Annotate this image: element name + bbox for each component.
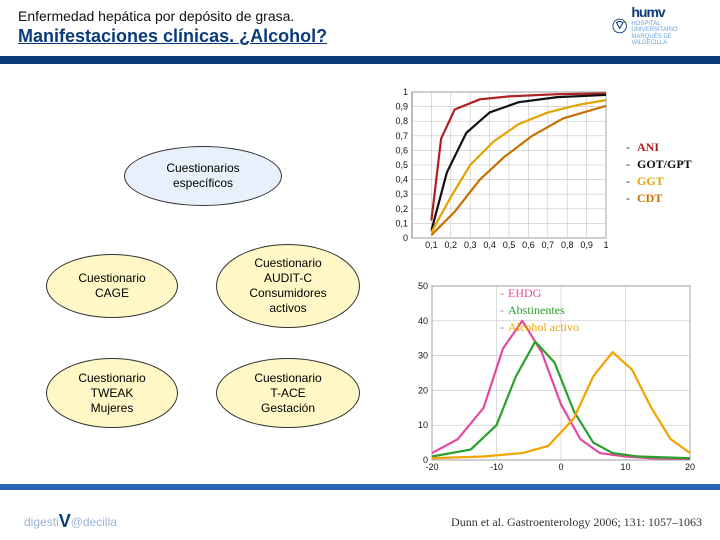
svg-text:0,9: 0,9 [580,240,593,250]
citation: Dunn et al. Gastroenterology 2006; 131: … [451,515,702,530]
header-divider [0,56,720,64]
svg-text:20: 20 [418,385,428,395]
svg-text:0,3: 0,3 [395,189,408,199]
oval-root: Cuestionariosespecíficos [124,146,282,206]
svg-text:0,8: 0,8 [395,116,408,126]
svg-text:0,6: 0,6 [395,145,408,155]
top-chart-legend: - ANI- GOT/GPT- GGT- CDT [626,140,692,208]
svg-text:1: 1 [603,240,608,250]
svg-text:0,2: 0,2 [395,204,408,214]
svg-text:0,3: 0,3 [464,240,477,250]
hospital-logo: humv HOSPITAL UNIVERSITARIO MARQUÉS DE V… [612,6,702,46]
svg-text:1: 1 [403,87,408,97]
svg-text:0: 0 [423,455,428,465]
svg-text:0,8: 0,8 [561,240,574,250]
svg-text:0,5: 0,5 [395,160,408,170]
page-title: Enfermedad hepática por depósito de gras… [18,8,702,24]
svg-text:-10: -10 [490,462,503,472]
page-subtitle: Manifestaciones clínicas. ¿Alcohol? [18,26,702,47]
svg-text:0,5: 0,5 [503,240,516,250]
oval-tace: CuestionarioT-ACEGestación [216,358,360,428]
bottom-chart-legend: - EHDG- Abstinentes- Alcohol activo [500,286,579,337]
footer-divider [0,484,720,490]
svg-text:30: 30 [418,351,428,361]
svg-text:0,4: 0,4 [483,240,496,250]
svg-text:0,1: 0,1 [395,218,408,228]
svg-text:20: 20 [685,462,695,472]
svg-text:0: 0 [403,233,408,243]
svg-text:10: 10 [620,462,630,472]
top-chart: 0,1 0,2 0,3 0,4 0,5 0,6 0,7 0,8 0,9 1 0 0,1 0,2 0,3 0,… [388,86,616,254]
svg-text:10: 10 [418,420,428,430]
svg-text:0: 0 [558,462,563,472]
svg-text:50: 50 [418,281,428,291]
svg-text:0,7: 0,7 [395,131,408,141]
svg-text:0,7: 0,7 [542,240,555,250]
svg-text:0,4: 0,4 [395,175,408,185]
oval-audit: CuestionarioAUDIT-CConsumidoresactivos [216,244,360,328]
oval-cage: CuestionarioCAGE [46,254,178,318]
svg-text:0,1: 0,1 [425,240,438,250]
svg-text:0,2: 0,2 [445,240,458,250]
oval-tweak: CuestionarioTWEAKMujeres [46,358,178,428]
svg-text:40: 40 [418,316,428,326]
footer-logo: digestiV@decilla [24,511,117,532]
svg-text:0,6: 0,6 [522,240,535,250]
svg-text:0,9: 0,9 [395,102,408,112]
